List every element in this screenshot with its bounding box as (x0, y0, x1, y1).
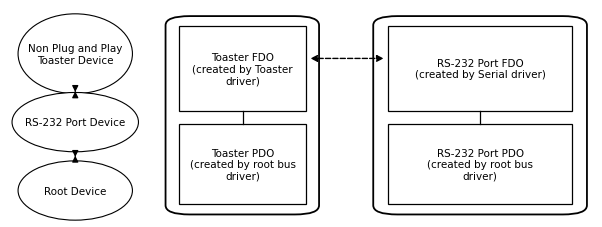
Bar (179, 27, 306, 111)
Text: RS-232 Port FDO
(created by Serial driver): RS-232 Port FDO (created by Serial drive… (415, 59, 545, 80)
Text: RS-232 Port Device: RS-232 Port Device (25, 118, 125, 128)
Ellipse shape (18, 15, 132, 94)
Text: Toaster PDO
(created by root bus
driver): Toaster PDO (created by root bus driver) (190, 148, 296, 181)
FancyBboxPatch shape (373, 17, 587, 215)
Text: RS-232 Port PDO
(created by root bus
driver): RS-232 Port PDO (created by root bus dri… (427, 148, 533, 181)
Bar (388, 27, 572, 111)
Text: Non Plug and Play
Toaster Device: Non Plug and Play Toaster Device (28, 44, 122, 65)
Ellipse shape (12, 93, 138, 152)
Text: Toaster FDO
(created by Toaster
driver): Toaster FDO (created by Toaster driver) (192, 53, 293, 86)
Text: Root Device: Root Device (44, 186, 107, 196)
Bar (179, 125, 306, 204)
Ellipse shape (18, 161, 132, 220)
Bar (388, 125, 572, 204)
FancyBboxPatch shape (166, 17, 319, 215)
